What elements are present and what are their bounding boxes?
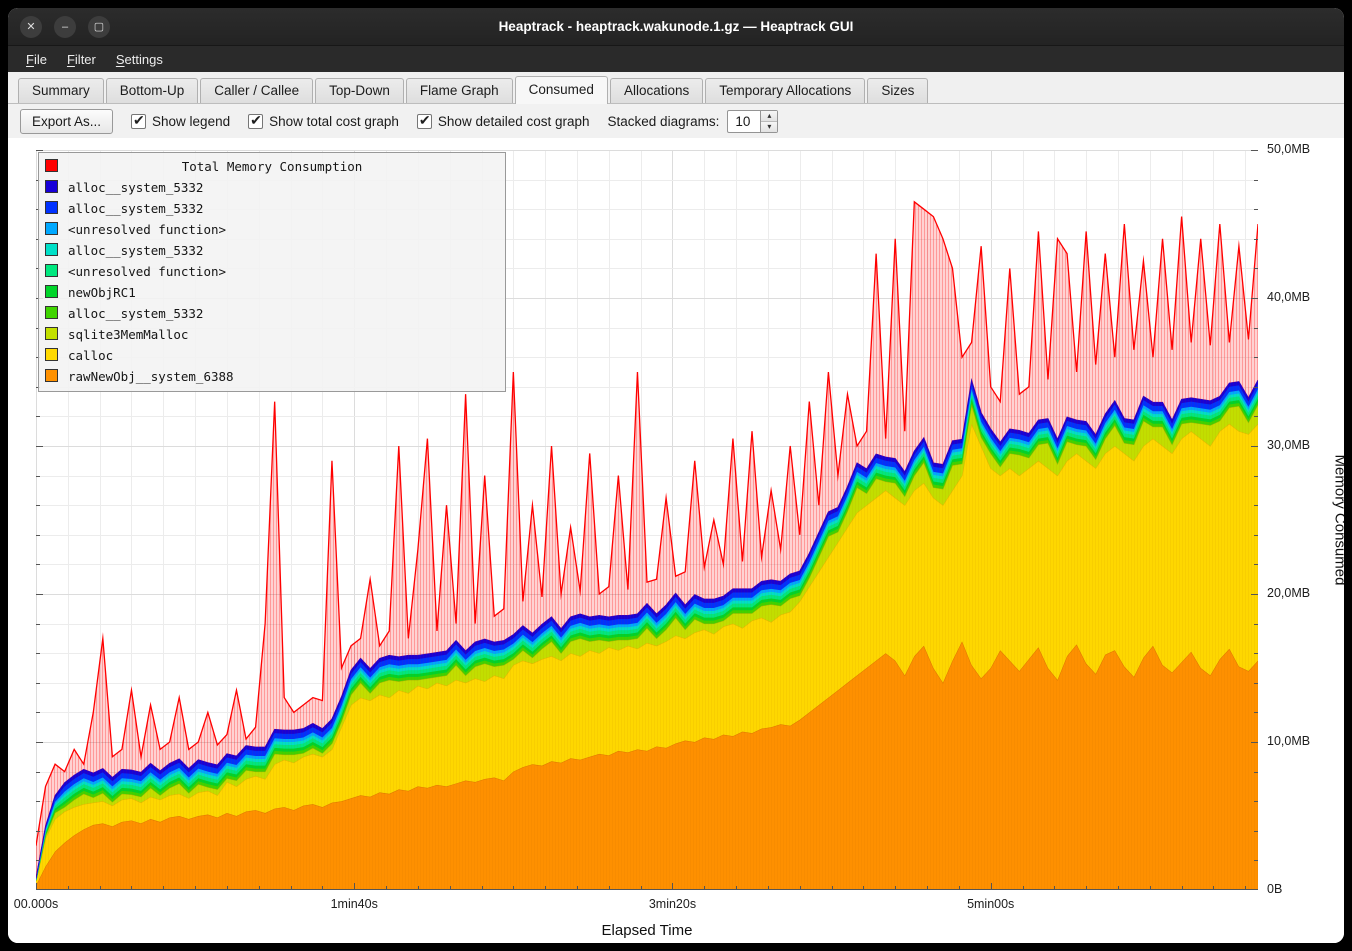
x-axis-title: Elapsed Time (601, 922, 693, 939)
legend-total-swatch (45, 159, 58, 172)
menubar: File Filter Settings (8, 46, 1344, 72)
tab-consumed[interactable]: Consumed (514, 76, 608, 104)
legend-item-label: <unresolved function> (68, 264, 227, 279)
legend-swatch (45, 285, 58, 298)
legend-item: <unresolved function> (39, 261, 505, 282)
tab-caller-callee[interactable]: Caller / Callee (200, 78, 314, 103)
legend-item-label: rawNewObj__system_6388 (68, 369, 234, 384)
window-controls: ✕ – ▢ (20, 16, 110, 38)
titlebar[interactable]: Heaptrack - heaptrack.wakunode.1.gz — He… (8, 8, 1344, 46)
legend-swatch (45, 222, 58, 235)
checkbox-label: Show legend (152, 113, 231, 129)
checkbox-box (248, 112, 264, 129)
legend-swatch (45, 180, 58, 193)
stacked-diagrams-spinbox[interactable]: 10 ▴ ▾ (727, 109, 779, 133)
menu-file[interactable]: File (26, 51, 47, 67)
legend-swatch (45, 201, 58, 214)
legend-item: alloc__system_5332 (39, 198, 505, 219)
checkbox-box (416, 112, 432, 129)
chart-area: Total Memory Consumption alloc__system_53… (8, 138, 1344, 943)
y-tick-label: 0B (1267, 882, 1283, 896)
window-title: Heaptrack - heaptrack.wakunode.1.gz — He… (498, 19, 854, 34)
legend-item: <unresolved function> (39, 219, 505, 240)
y-tick-label: 30,0MB (1267, 438, 1311, 452)
legend-title: Total Memory Consumption (181, 159, 363, 174)
legend-swatch (45, 264, 58, 277)
legend-swatch (45, 348, 58, 361)
y-axis-title: Memory Consumed (1331, 454, 1345, 586)
legend-item-label: alloc__system_5332 (68, 306, 204, 321)
legend-title-row: Total Memory Consumption (39, 156, 505, 177)
tab-bottom-up[interactable]: Bottom-Up (105, 78, 199, 103)
checkbox-label: Show detailed cost graph (437, 113, 590, 129)
legend-item-label: sqlite3MemMalloc (68, 327, 189, 342)
export-as-button[interactable]: Export As... (20, 108, 114, 134)
legend-swatch (45, 243, 58, 256)
toolbar: Export As... Show legend Show total cost … (8, 104, 1344, 138)
maximize-button[interactable]: ▢ (88, 16, 110, 38)
chart-legend: Total Memory Consumption alloc__system_53… (38, 152, 506, 392)
tab-bar: Summary Bottom-Up Caller / Callee Top-Down F… (8, 72, 1344, 104)
checkbox-show-detailed-cost-graph[interactable]: Show detailed cost graph (416, 112, 590, 129)
tab-temporary-allocations[interactable]: Temporary Allocations (705, 78, 866, 103)
legend-item-label: alloc__system_5332 (68, 243, 204, 258)
x-tick-label: 5min00s (967, 897, 1015, 911)
legend-item: alloc__system_5332 (39, 177, 505, 198)
checkbox-show-legend[interactable]: Show legend (131, 112, 231, 129)
tab-summary[interactable]: Summary (18, 78, 104, 103)
y-tick-label: 50,0MB (1267, 142, 1311, 156)
menu-settings[interactable]: Settings (115, 51, 163, 67)
checkbox-group: Show legend Show total cost graph Show det… (131, 112, 590, 129)
legend-item-label: <unresolved function> (68, 222, 227, 237)
tab-top-down[interactable]: Top-Down (315, 78, 404, 103)
legend-item: alloc__system_5332 (39, 303, 505, 324)
legend-item: newObjRC1 (39, 282, 505, 303)
spin-down-button[interactable]: ▾ (761, 121, 778, 132)
legend-item: calloc (39, 345, 505, 366)
close-button[interactable]: ✕ (20, 16, 42, 38)
menu-filter[interactable]: Filter (66, 51, 96, 67)
y-tick-label: 10,0MB (1267, 734, 1311, 748)
stacked-diagrams-value[interactable]: 10 (735, 113, 751, 129)
spin-up-button[interactable]: ▴ (761, 110, 778, 122)
legend-item: sqlite3MemMalloc (39, 324, 505, 345)
legend-item-label: alloc__system_5332 (68, 180, 204, 195)
x-tick-label: 1min40s (330, 897, 378, 911)
checkbox-label: Show total cost graph (269, 113, 399, 129)
y-tick-label: 20,0MB (1267, 586, 1311, 600)
legend-item-label: alloc__system_5332 (68, 201, 204, 216)
heaptrack-window: Heaptrack - heaptrack.wakunode.1.gz — He… (8, 8, 1344, 943)
x-tick-label: 00.000s (13, 897, 59, 911)
legend-item-label: newObjRC1 (68, 285, 136, 300)
legend-swatch (45, 327, 58, 340)
spin-arrows: ▴ ▾ (760, 110, 778, 132)
x-tick-label: 3min20s (648, 897, 697, 911)
legend-item-label: calloc (68, 348, 114, 363)
legend-swatch (45, 306, 58, 319)
legend-swatch (45, 369, 58, 382)
checkbox-box (131, 112, 147, 129)
tab-allocations[interactable]: Allocations (609, 78, 704, 103)
minimize-button[interactable]: – (54, 16, 76, 38)
y-tick-label: 40,0MB (1267, 290, 1311, 304)
tab-flame-graph[interactable]: Flame Graph (405, 78, 513, 103)
checkbox-show-total-cost-graph[interactable]: Show total cost graph (248, 112, 399, 129)
stacked-diagrams-label: Stacked diagrams: (607, 113, 720, 129)
stacked-diagrams-control: Stacked diagrams: 10 ▴ ▾ (607, 109, 779, 133)
legend-item: rawNewObj__system_6388 (39, 366, 505, 387)
legend-item: alloc__system_5332 (39, 240, 505, 261)
tab-sizes[interactable]: Sizes (867, 78, 929, 103)
